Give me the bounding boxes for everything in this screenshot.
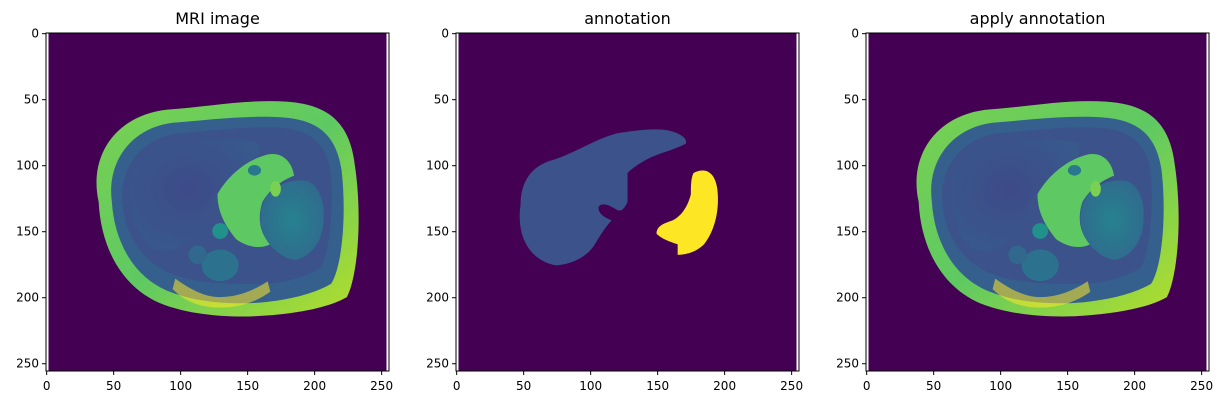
panel-title: apply annotation [970, 9, 1106, 28]
x-tick-label: 50 [926, 379, 941, 393]
x-tick-label: 250 [780, 379, 803, 393]
x-tick-label: 200 [303, 379, 326, 393]
x-tick-label: 50 [106, 379, 121, 393]
y-tick-label: 0 [31, 27, 39, 41]
panel-3: apply annotation 0 50 100 150 200 250 0 50 100 150… [836, 9, 1213, 393]
y-tick-label: 150 [16, 225, 39, 239]
y-tick-label: 200 [16, 291, 39, 305]
x-tick-label: 50 [516, 379, 531, 393]
y-tick-label: 100 [836, 159, 859, 173]
x-tick-label: 200 [713, 379, 736, 393]
x-tick-label: 150 [236, 379, 259, 393]
y-tick-label: 250 [836, 357, 859, 371]
y-tick-label: 200 [836, 291, 859, 305]
x-tick-label: 100 [989, 379, 1012, 393]
y-tick-label: 150 [836, 225, 859, 239]
axes-frame [455, 32, 800, 372]
y-tick-label: 100 [426, 159, 449, 173]
x-tick-label: 0 [453, 379, 461, 393]
panel-title: MRI image [175, 9, 260, 28]
y-tick-label: 250 [16, 357, 39, 371]
y-tick-label: 250 [426, 357, 449, 371]
y-tick-label: 100 [16, 159, 39, 173]
mri-scan-image [48, 33, 387, 371]
panel-2: annotation 0 50 100 150 200 250 0 50 100 150 200 250 [426, 9, 803, 393]
axes-frame [865, 32, 1210, 372]
y-tick-label: 50 [24, 93, 39, 107]
x-tick-label: 200 [1123, 379, 1146, 393]
axes-frame [45, 32, 390, 372]
y-tick-label: 0 [441, 27, 449, 41]
x-tick-label: 150 [1056, 379, 1079, 393]
annotation-mask-image [458, 33, 797, 371]
x-tick-label: 0 [863, 379, 871, 393]
mri-scan-image [868, 33, 1207, 371]
y-tick-label: 200 [426, 291, 449, 305]
x-tick-label: 100 [169, 379, 192, 393]
x-tick-label: 100 [579, 379, 602, 393]
y-tick-label: 0 [851, 27, 859, 41]
panel-1: MRI image 0 50 100 150 200 250 0 50 100 150 200 250 [16, 9, 393, 393]
x-tick-label: 0 [43, 379, 51, 393]
y-tick-label: 50 [844, 93, 859, 107]
x-tick-label: 150 [646, 379, 669, 393]
x-tick-label: 250 [1190, 379, 1213, 393]
panel-title: annotation [584, 9, 671, 28]
y-tick-label: 150 [426, 225, 449, 239]
y-tick-label: 50 [434, 93, 449, 107]
x-tick-label: 250 [370, 379, 393, 393]
